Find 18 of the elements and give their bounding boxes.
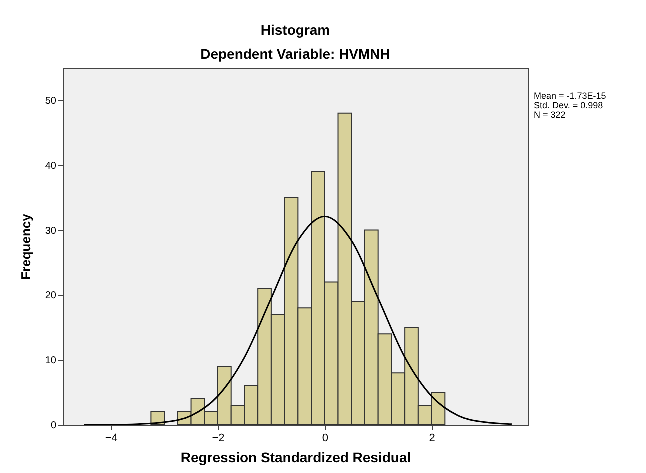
text: Mean = -1.73E-15: [534, 91, 606, 101]
y-tick-label: 0: [50, 420, 57, 432]
y-tick-label: 50: [45, 96, 57, 107]
y-tick-label: 40: [45, 160, 57, 172]
x-tick-label: −4: [105, 432, 118, 444]
line-series: [84, 216, 513, 425]
chart-title: Histogram: [260, 22, 330, 38]
x-tick-label: −2: [212, 432, 225, 444]
y-tick-label: 30: [45, 226, 57, 237]
y-tick-label: 10: [45, 356, 57, 367]
y-axis-title: Frequency: [18, 213, 34, 280]
chart-subtitle: Dependent Variable: HVMNH: [200, 46, 390, 62]
text: Std. Dev. = 0.998: [534, 100, 604, 110]
x-axis-title: Regression Standardized Residual: [180, 450, 412, 466]
x-tick-label: 0: [322, 432, 328, 444]
x-tick-label: 2: [429, 432, 436, 444]
text: N = 322: [534, 110, 566, 120]
y-tick-label: 20: [45, 290, 57, 302]
